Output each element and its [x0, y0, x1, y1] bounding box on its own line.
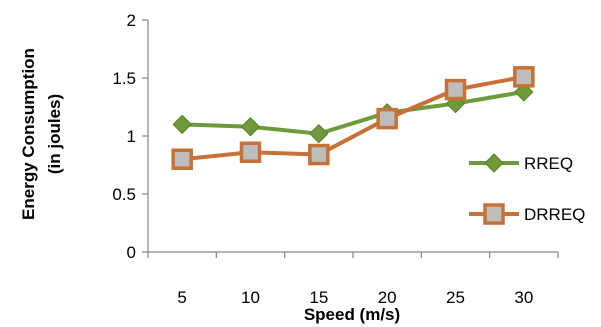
data-point-marker	[376, 107, 398, 130]
legend-marker	[483, 203, 505, 225]
data-point-marker	[309, 123, 329, 144]
legend-item-drreq: DRREQ	[469, 203, 585, 225]
series-layer	[171, 66, 535, 170]
data-point-marker	[239, 141, 262, 163]
x-tick-label: 15	[309, 288, 328, 307]
data-point-marker	[444, 78, 467, 101]
series-rreq	[172, 82, 534, 144]
y-tick-label: 0.5	[112, 185, 136, 204]
legend-marker	[484, 153, 504, 173]
y-axis-label-line-1: Energy Consumption	[19, 48, 38, 220]
data-point-marker	[513, 66, 535, 88]
y-tick-label: 1.5	[112, 69, 136, 88]
data-point-marker	[172, 114, 192, 135]
x-tick-label: 20	[378, 288, 397, 307]
x-axis: 5 10 15 20 25 30	[147, 251, 559, 307]
data-point-marker	[240, 117, 261, 137]
x-tick-label: 30	[514, 288, 533, 307]
x-tick-label: 10	[241, 288, 260, 307]
data-point-marker	[308, 143, 330, 166]
y-axis: 0 0.5 1 1.5 2	[112, 11, 149, 262]
legend-label: DRREQ	[524, 205, 585, 224]
series-line	[182, 89, 525, 136]
legend-label: RREQ	[524, 154, 573, 173]
series-drreq	[171, 66, 535, 170]
x-axis-label: Speed (m/s)	[304, 305, 400, 324]
x-tick-label: 25	[446, 288, 465, 307]
x-tick-label: 5	[177, 288, 186, 307]
y-tick-label: 2	[127, 11, 136, 30]
series-line	[181, 74, 525, 162]
y-tick-label: 1	[127, 127, 136, 146]
y-axis-label-line-2: (in joules)	[45, 94, 64, 174]
data-point-marker	[171, 148, 193, 170]
legend-item-rreq: RREQ	[469, 153, 573, 173]
y-tick-label: 0	[127, 243, 136, 262]
legend: RREQ DRREQ	[469, 153, 585, 225]
